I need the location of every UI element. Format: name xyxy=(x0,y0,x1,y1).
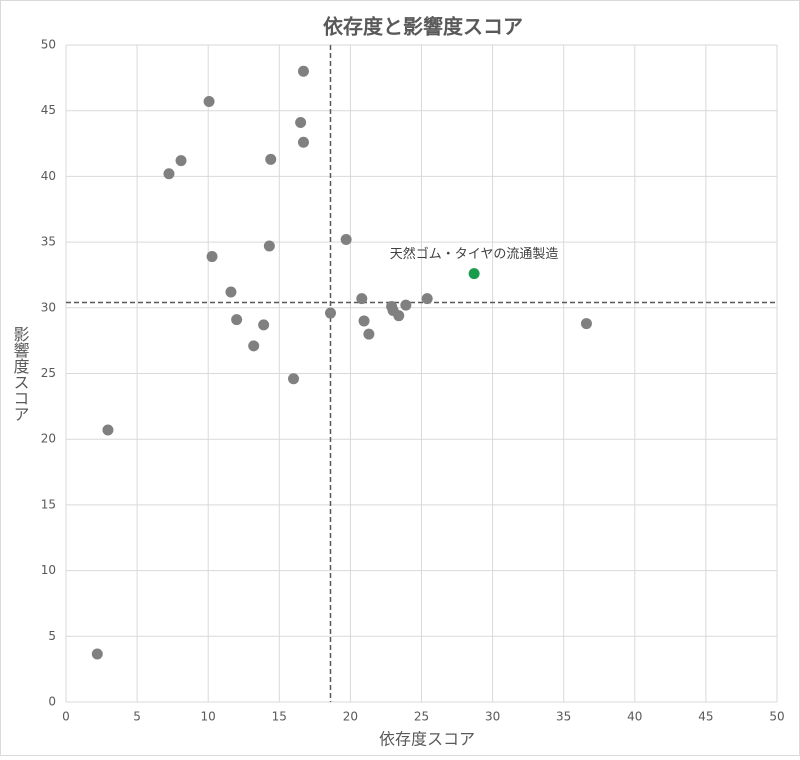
data-point xyxy=(225,286,237,298)
data-point xyxy=(324,307,336,319)
data-point xyxy=(358,315,370,327)
data-point xyxy=(297,136,309,148)
x-tick-label: 25 xyxy=(414,710,429,724)
data-point xyxy=(231,314,243,326)
x-tick-label: 10 xyxy=(201,710,216,724)
data-point xyxy=(265,153,277,165)
x-tick-label: 5 xyxy=(133,710,141,724)
y-tick-label: 50 xyxy=(41,38,56,52)
data-point xyxy=(356,293,368,305)
data-point xyxy=(258,319,270,331)
data-point xyxy=(400,299,412,311)
data-point xyxy=(91,648,103,660)
y-tick-label: 15 xyxy=(41,497,56,511)
y-tick-label: 25 xyxy=(41,366,56,380)
y-tick-label: 40 xyxy=(41,169,56,183)
data-point xyxy=(580,318,592,330)
data-point xyxy=(295,117,307,129)
x-tick-label: 50 xyxy=(769,710,784,724)
data-point xyxy=(468,268,480,280)
data-label: 天然ゴム・タイヤの流通製造 xyxy=(390,246,559,262)
x-axis-label: 依存度スコア xyxy=(379,730,475,749)
data-point xyxy=(421,293,433,305)
y-tick-label: 20 xyxy=(41,432,56,446)
data-point xyxy=(163,168,175,180)
x-tick-label: 20 xyxy=(343,710,358,724)
chart-title: 依存度と影響度スコア xyxy=(323,15,523,39)
y-tick-label: 5 xyxy=(48,629,56,643)
y-tick-label: 30 xyxy=(41,300,56,314)
x-tick-label: 40 xyxy=(627,710,642,724)
data-point xyxy=(393,310,405,322)
y-tick-label: 10 xyxy=(41,563,56,577)
x-tick-label: 0 xyxy=(62,710,70,724)
y-tick-label: 0 xyxy=(48,695,56,709)
data-point xyxy=(340,233,352,245)
data-point xyxy=(363,328,375,340)
y-axis-label: 影響度スコア xyxy=(11,326,30,422)
data-point xyxy=(206,251,218,263)
x-tick-label: 45 xyxy=(698,710,713,724)
x-tick-label: 35 xyxy=(556,710,571,724)
x-tick-label: 15 xyxy=(272,710,287,724)
y-tick-label: 35 xyxy=(41,235,56,249)
data-point xyxy=(288,373,300,385)
data-point xyxy=(175,155,187,167)
data-point xyxy=(248,340,260,352)
data-point xyxy=(203,96,215,108)
data-point xyxy=(263,240,275,252)
y-tick-label: 45 xyxy=(41,103,56,117)
data-point xyxy=(297,65,309,77)
x-tick-label: 30 xyxy=(485,710,500,724)
data-point xyxy=(102,424,114,436)
